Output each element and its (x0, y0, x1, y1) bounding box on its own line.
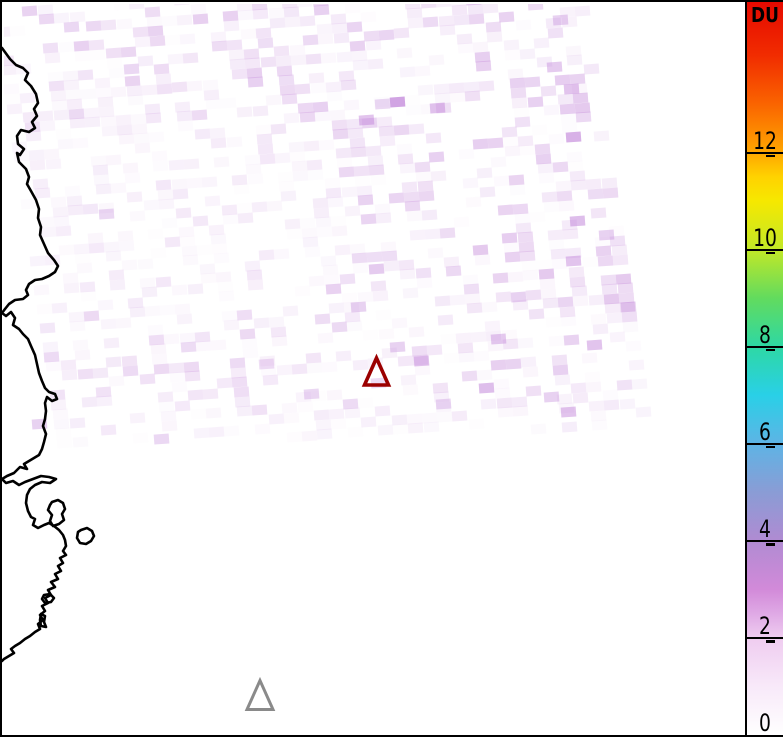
colorbar-gradient (747, 2, 783, 735)
colorbar-tick-label: 8 (759, 320, 771, 349)
colorbar-tick-line (747, 151, 783, 154)
map-overlay-svg (2, 46, 392, 711)
colorbar-tick-dash (766, 445, 775, 449)
colorbar-tick-line (747, 248, 783, 251)
colorbar-tick-dash (766, 154, 775, 158)
colorbar-tick-dash (766, 543, 775, 546)
colorbar-tick-label: 4 (759, 514, 771, 543)
colorbar-tick-label: 12 (753, 126, 777, 155)
colorbar-ticks: 0 2 4 6 8 10 12 (747, 2, 783, 735)
island-path (38, 612, 48, 629)
colorbar-tick-line (747, 442, 783, 445)
colorbar-tick-dash (766, 640, 775, 643)
colorbar-tick-line (747, 636, 783, 639)
island-path (75, 526, 96, 546)
colorbar-tick-line (747, 345, 783, 348)
colorbar-tick-label: 6 (759, 417, 771, 446)
colorbar-tick-label: 2 (759, 611, 771, 640)
volcano-marker-source (361, 353, 392, 387)
colorbar: 0 2 4 6 8 10 12 DU (745, 0, 783, 737)
colorbar-tick-label: 10 (753, 223, 777, 252)
island-path (40, 592, 56, 605)
colorbar-unit-label: DU (751, 3, 779, 27)
coastline-path (2, 46, 68, 663)
colorbar-tick-dash (766, 251, 775, 255)
volcano-marker-reference (244, 676, 276, 711)
island-path (46, 498, 67, 528)
colorbar-tick-label: 0 (759, 709, 771, 737)
colorbar-tick-dash (766, 348, 775, 352)
marker-group (244, 353, 392, 711)
map-area (0, 0, 745, 737)
island-group (38, 498, 96, 629)
colorbar-tick-line (747, 539, 783, 542)
